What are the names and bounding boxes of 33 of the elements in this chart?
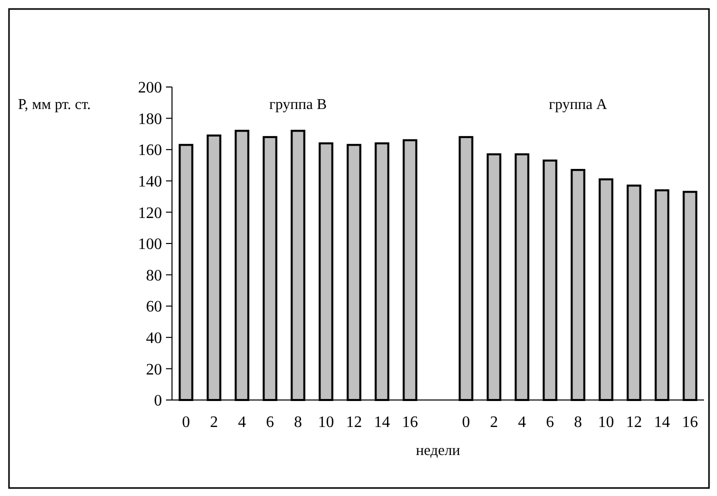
x-axis-title: недели (416, 443, 460, 459)
y-tick-label: 20 (146, 361, 162, 378)
x-tick-label: 4 (518, 414, 526, 431)
x-tick-label: 10 (598, 414, 614, 431)
y-tick-label: 40 (146, 330, 162, 347)
x-tick-label: 4 (238, 414, 246, 431)
x-tick-label: 10 (318, 414, 334, 431)
x-tick-label: 6 (266, 414, 274, 431)
y-tick-label: 180 (138, 110, 162, 128)
y-tick-label: 200 (138, 80, 162, 97)
x-tick-label: 16 (682, 414, 698, 431)
x-tick-label: 8 (574, 414, 582, 431)
annotation: группа А (548, 97, 608, 113)
x-tick-label: 8 (294, 414, 302, 431)
x-tick-label: 12 (346, 414, 362, 431)
y-tick-label: 0 (154, 392, 162, 410)
x-tick-label: 2 (210, 414, 218, 431)
y-tick-label: 160 (138, 142, 162, 160)
x-tick-label: 14 (374, 414, 390, 431)
x-tick-label: 12 (626, 414, 642, 431)
y-tick-label: 60 (146, 298, 162, 316)
y-tick-label: 120 (138, 204, 162, 222)
x-tick-label: 6 (546, 414, 554, 431)
y-tick-label: 140 (138, 174, 162, 190)
x-tick-label: 2 (490, 414, 498, 431)
x-tick-label: 16 (402, 414, 418, 431)
y-tick-label: 80 (146, 267, 162, 284)
y-axis-title: Р, мм рт. ст. (18, 97, 91, 113)
y-tick-label: 100 (138, 236, 162, 254)
x-tick-label: 14 (654, 414, 670, 431)
annotation: группа В (269, 97, 327, 113)
x-tick-label: 0 (182, 414, 190, 431)
x-tick-label: 0 (462, 414, 470, 431)
